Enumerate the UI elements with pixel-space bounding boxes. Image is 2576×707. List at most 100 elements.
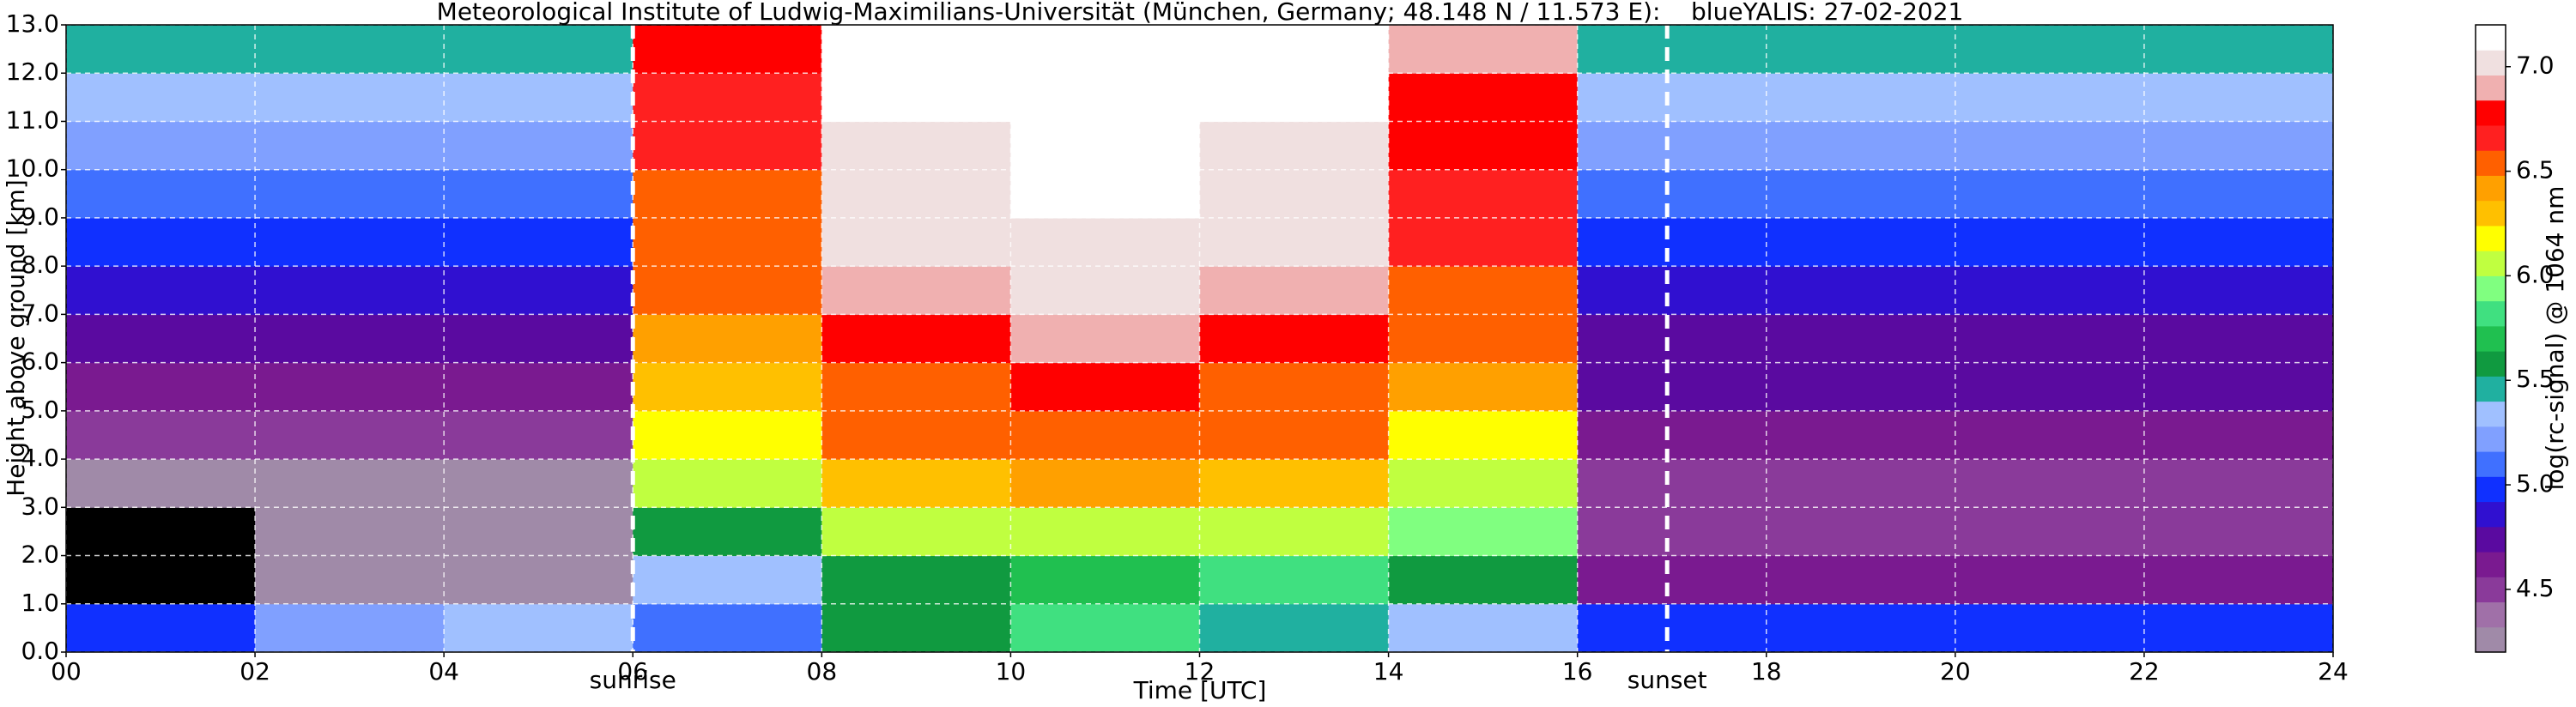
heatmap-cell — [633, 217, 822, 267]
x-tick-label: 06 — [617, 657, 648, 686]
heatmap-cell — [1766, 555, 1956, 605]
heatmap-cell — [444, 314, 633, 364]
colorbar-segment — [2476, 376, 2506, 402]
heatmap-cell — [1577, 410, 1767, 460]
heatmap-cell — [1388, 314, 1579, 364]
heatmap-cell — [1955, 314, 2145, 364]
y-tick-label: 13.0 — [6, 9, 59, 38]
heatmap-cell — [2143, 217, 2334, 267]
heatmap-cell — [66, 217, 256, 267]
colorbar-segment — [2476, 275, 2506, 302]
heatmap-cell — [1577, 266, 1767, 315]
heatmap-cell — [1388, 362, 1579, 412]
heatmap-cell — [821, 314, 1011, 364]
heatmap-cell — [1955, 25, 2145, 74]
heatmap-cell — [1577, 169, 1767, 219]
heatmap-cell — [1388, 603, 1579, 653]
heatmap-cell — [2143, 507, 2334, 557]
x-axis-label: Time [UTC] — [1133, 676, 1267, 704]
heatmap-cell — [255, 266, 445, 315]
x-tick-label: 04 — [428, 657, 459, 686]
heatmap-cell — [1010, 121, 1200, 171]
colorbar-segment — [2476, 552, 2506, 577]
x-tick-label: 22 — [2129, 657, 2160, 686]
heatmap-cell — [444, 459, 633, 508]
heatmap-cell — [444, 555, 633, 605]
y-tick-label: 7.0 — [21, 299, 59, 327]
colorbar-segment — [2476, 426, 2506, 452]
heatmap-cell — [1766, 121, 1956, 171]
annotation-label: sunset — [1627, 666, 1707, 694]
heatmap-cell — [444, 362, 633, 412]
heatmap-cell — [821, 507, 1011, 557]
heatmap-cell — [633, 25, 822, 74]
heatmap-cell — [1010, 459, 1200, 508]
heatmap-cell — [1010, 314, 1200, 364]
heatmap-cell — [444, 266, 633, 315]
colorbar-segment — [2476, 100, 2506, 126]
heatmap-cell — [2143, 169, 2334, 219]
heatmap-cell — [821, 410, 1011, 460]
heatmap-cell — [1955, 555, 2145, 605]
colorbar-segment — [2476, 577, 2506, 603]
heatmap-cell — [1577, 362, 1767, 412]
heatmap-cell — [1766, 507, 1956, 557]
heatmap-cell — [2143, 410, 2334, 460]
heatmap-cell — [1388, 555, 1579, 605]
heatmap-cell — [1388, 507, 1579, 557]
heatmap-cell — [1955, 603, 2145, 653]
heatmap-cell — [1766, 603, 1956, 653]
heatmap-cell — [1766, 410, 1956, 460]
heatmap-cell — [255, 555, 445, 605]
heatmap-cell — [1766, 314, 1956, 364]
colorbar-label: log(rc-signal) @ 1064 nm — [2541, 186, 2569, 491]
y-tick-label: 11.0 — [6, 106, 59, 134]
y-tick-label: 8.0 — [21, 251, 59, 279]
heatmap-cell — [1577, 73, 1767, 122]
colorbar-segment — [2476, 50, 2506, 76]
heatmap-cell — [2143, 121, 2334, 171]
heatmap-cell — [1955, 459, 2145, 508]
colorbar-segment — [2476, 251, 2506, 276]
heatmap-cell — [444, 73, 633, 122]
colorbar-tick-label: 5.0 — [2516, 469, 2555, 498]
heatmap-cell — [1955, 121, 2145, 171]
colorbar-segment — [2476, 351, 2506, 377]
heatmap-cell — [633, 121, 822, 171]
x-tick-label: 18 — [1751, 657, 1782, 686]
x-tick-label: 16 — [1562, 657, 1593, 686]
heatmap-cell — [444, 603, 633, 653]
heatmap-cell — [1955, 410, 2145, 460]
heatmap-cell — [1766, 169, 1956, 219]
heatmap-cell — [1388, 121, 1579, 171]
heatmap-cell — [1766, 459, 1956, 508]
heatmap-cell — [1955, 217, 2145, 267]
heatmap-cell — [1388, 217, 1579, 267]
y-tick-label: 10.0 — [6, 154, 59, 183]
plot-frame — [65, 24, 2334, 653]
colorbar-segment — [2476, 225, 2506, 251]
heatmap-cell — [633, 555, 822, 605]
y-tick-label: 4.0 — [21, 444, 59, 472]
heatmap-cell — [2143, 459, 2334, 508]
colorbar-segment — [2476, 601, 2506, 628]
y-tick-label: 5.0 — [21, 396, 59, 424]
heatmap-cell — [255, 410, 445, 460]
colorbar-tick-label: 6.0 — [2516, 260, 2555, 288]
heatmap-cell — [821, 121, 1011, 171]
heatmap-cell — [1766, 266, 1956, 315]
heatmap-cell — [66, 73, 256, 122]
heatmap-cell — [66, 169, 256, 219]
heatmap-cell — [1010, 217, 1200, 267]
heatmap-cell — [633, 362, 822, 412]
heatmap-cell — [1388, 410, 1579, 460]
x-tick-label: 10 — [996, 657, 1027, 686]
colorbar-frame — [2475, 24, 2506, 653]
heatmap-cell — [1199, 217, 1390, 267]
heatmap-cell — [821, 362, 1011, 412]
heatmap-cell — [1010, 555, 1200, 605]
colorbar-tick-label: 4.5 — [2516, 574, 2555, 602]
heatmap-cell — [66, 603, 256, 653]
x-tick-label: 02 — [239, 657, 270, 686]
heatmap-cell — [1577, 121, 1767, 171]
